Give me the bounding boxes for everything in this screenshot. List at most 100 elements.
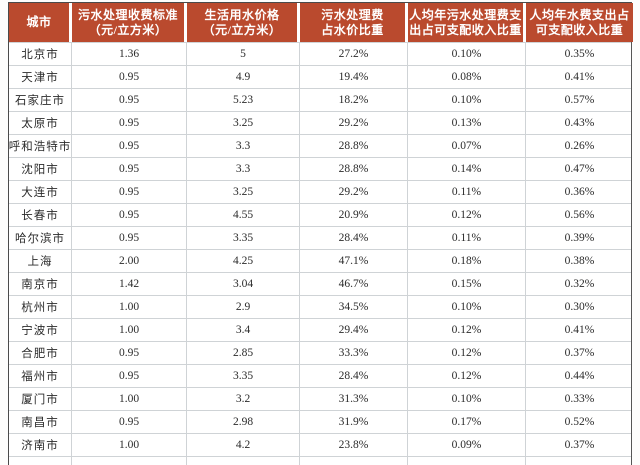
value-cell: 1.42	[72, 273, 187, 295]
value-cell: 29.2%	[300, 112, 408, 134]
value-cell: 4.55	[187, 204, 300, 226]
value-cell: 0.56%	[564, 209, 595, 221]
value-cell: 0.95	[72, 204, 187, 226]
value-cell: 0.10%	[408, 43, 526, 65]
column-header-label: 生活用水价格	[204, 7, 280, 22]
value-cell: 3.25	[187, 112, 300, 134]
value-cell: 0.39%	[564, 232, 595, 244]
city-cell: 合肥市	[9, 342, 72, 364]
city-cell: 呼和浩特市	[9, 135, 72, 157]
value-cell: 3.4	[187, 319, 300, 341]
value-cell: 28.8%	[300, 135, 408, 157]
value-cell: 4.2	[187, 434, 300, 456]
column-header-label: （元/立方米）	[88, 22, 168, 37]
value-cell: 31.9%	[300, 411, 408, 433]
value-cell: 18.2%	[300, 89, 408, 111]
city-cell: 石家庄市	[9, 89, 72, 111]
value-cell: 0.95	[72, 181, 187, 203]
value-cell: 3.35	[187, 365, 300, 387]
value-cell: 5.23	[187, 89, 300, 111]
value-cell: 0.41%	[564, 324, 595, 336]
value-cell: 1.00	[72, 319, 187, 341]
city-cell: 福州市	[9, 365, 72, 387]
value-cell: 0.37%	[564, 347, 595, 359]
value-cell: 0.95	[72, 112, 187, 134]
empty-cell	[72, 457, 187, 465]
value-cell: 0.30%	[564, 301, 595, 313]
city-cell: 哈尔滨市	[9, 227, 72, 249]
value-cell: 0.17%	[408, 411, 526, 433]
value-cell: 28.4%	[300, 365, 408, 387]
value-cell: 46.7%	[300, 273, 408, 295]
table-row: 哈尔滨市 0.95 3.35 28.4% 0.11% 0.39%	[9, 226, 631, 249]
value-cell: 3.2	[187, 388, 300, 410]
city-cell: 北京市	[9, 43, 72, 65]
value-cell: 0.95	[72, 227, 187, 249]
table-row: 天津市 0.95 4.9 19.4% 0.08% 0.41%	[9, 65, 631, 88]
value-cell: 4.25	[187, 250, 300, 272]
table-row: 济南市 1.00 4.2 23.8% 0.09% 0.37%	[9, 433, 631, 456]
value-cell: 0.10%	[408, 388, 526, 410]
city-cell: 厦门市	[9, 388, 72, 410]
value-cell: 0.12%	[408, 319, 526, 341]
value-cell: 29.4%	[300, 319, 408, 341]
value-cell: 34.5%	[300, 296, 408, 318]
value-cell: 0.52%	[564, 416, 595, 428]
table-row: 太原市 0.95 3.25 29.2% 0.13% 0.43%	[9, 111, 631, 134]
value-cell: 0.95	[72, 89, 187, 111]
column-header-label: 城市	[26, 15, 52, 29]
empty-cell	[187, 457, 300, 465]
value-cell: 0.95	[72, 411, 187, 433]
column-header-label: 人均年污水处理费支	[409, 7, 522, 22]
empty-cell	[408, 457, 526, 465]
table-row: 北京市 1.36 5 27.2% 0.10% 0.35%	[9, 42, 631, 65]
column-header-sewage-fee-standard: 污水处理收费标准 （元/立方米）	[72, 3, 187, 42]
value-cell: 0.95	[72, 365, 187, 387]
value-cell: 0.95	[72, 135, 187, 157]
empty-cell	[526, 457, 633, 465]
value-cell: 0.35%	[564, 48, 595, 60]
city-cell: 南昌市	[9, 411, 72, 433]
city-cell: 长春市	[9, 204, 72, 226]
value-cell: 3.3	[187, 135, 300, 157]
value-cell: 2.85	[187, 342, 300, 364]
value-cell: 0.43%	[564, 117, 595, 129]
empty-cell	[300, 457, 408, 465]
value-cell: 4.9	[187, 66, 300, 88]
table-row: 南昌市 0.95 2.98 31.9% 0.17% 0.52%	[9, 410, 631, 433]
empty-cell	[9, 457, 72, 465]
table-row: 福州市 0.95 3.35 28.4% 0.12% 0.44%	[9, 364, 631, 387]
table-header-row: 城市 污水处理收费标准 （元/立方米） 生活用水价格 （元/立方米） 污水处理费 占水价比重…	[9, 3, 633, 42]
value-cell: 2.9	[187, 296, 300, 318]
table-row: 厦门市 1.00 3.2 31.3% 0.10% 0.33%	[9, 387, 631, 410]
column-header-label: 出占可支配收入比重	[409, 22, 522, 37]
column-header-sewage-fee-share-of-income: 人均年污水处理费支 出占可支配收入比重	[408, 3, 526, 42]
value-cell: 0.57%	[564, 94, 595, 106]
value-cell: 0.33%	[564, 393, 595, 405]
value-cell: 0.13%	[408, 112, 526, 134]
value-cell: 23.8%	[300, 434, 408, 456]
column-header-city: 城市	[9, 3, 72, 42]
value-cell: 0.95	[72, 158, 187, 180]
column-header-label: 污水处理收费标准	[77, 7, 178, 22]
value-cell: 3.3	[187, 158, 300, 180]
value-cell: 0.47%	[564, 163, 595, 175]
value-cell: 1.00	[72, 296, 187, 318]
table-row: 沈阳市 0.95 3.3 28.8% 0.14% 0.47%	[9, 157, 631, 180]
value-cell: 0.08%	[408, 66, 526, 88]
value-cell: 0.18%	[408, 250, 526, 272]
table-row: 南京市 1.42 3.04 46.7% 0.15% 0.32%	[9, 272, 631, 295]
value-cell: 0.26%	[564, 140, 595, 152]
table-row: 大连市 0.95 3.25 29.2% 0.11% 0.36%	[9, 180, 631, 203]
column-header-label: 污水处理费	[321, 7, 384, 22]
value-cell: 2.00	[72, 250, 187, 272]
table-row: 长春市 0.95 4.55 20.9% 0.12% 0.56%	[9, 203, 631, 226]
value-cell: 1.00	[72, 388, 187, 410]
value-cell: 0.12%	[408, 204, 526, 226]
value-cell: 0.12%	[408, 342, 526, 364]
city-cell: 济南市	[9, 434, 72, 456]
table-row: 上海 2.00 4.25 47.1% 0.18% 0.38%	[9, 249, 631, 272]
city-cell: 宁波市	[9, 319, 72, 341]
column-header-water-fee-share-of-income: 人均年水费支出占 可支配收入比重	[526, 3, 633, 42]
